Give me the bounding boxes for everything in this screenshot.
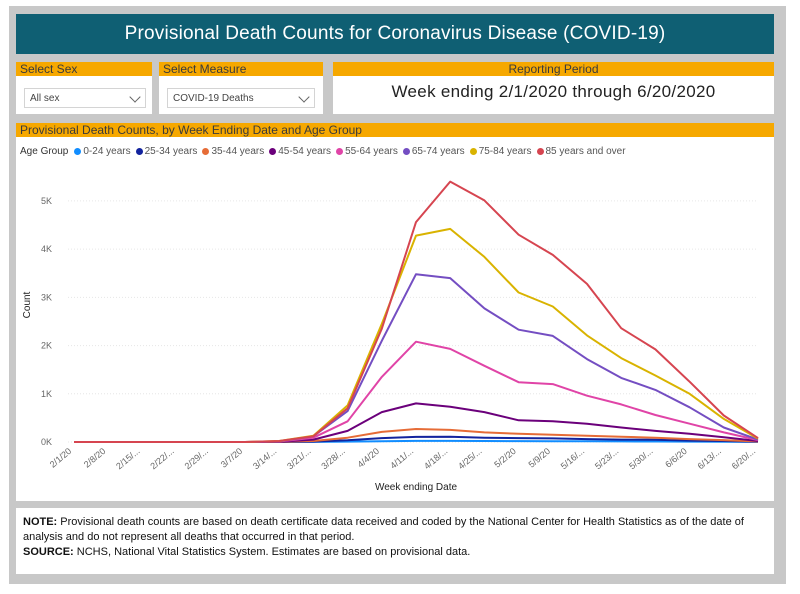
legend-title: Age Group [20,146,69,157]
source-label: SOURCE: [23,546,74,558]
legend-item[interactable]: 45-54 years [269,146,331,157]
sex-filter-label: Select Sex [16,62,152,76]
reporting-period-panel: Reporting Period Week ending 2/1/2020 th… [333,62,774,114]
legend-item[interactable]: 55-64 years [336,146,398,157]
legend-label: 0-24 years [83,146,131,157]
chart-panel-title: Provisional Death Counts, by Week Ending… [16,123,774,137]
legend-dot [536,148,544,155]
chart-legend: Age Group 0-24 years 25-34 years 35-44 yea… [20,146,631,157]
legend-dot [202,148,210,155]
legend-dot [74,148,82,155]
dashboard-title: Provisional Death Counts for Coronavirus… [16,14,774,54]
legend-label: 65-74 years [411,146,465,157]
legend-label: 35-44 years [211,146,265,157]
chevron-down-icon [129,91,141,103]
note-text: Provisional death counts are based on de… [23,516,744,543]
sex-dropdown[interactable]: All sex [24,88,146,108]
measure-filter-panel: Select Measure COVID-19 Deaths [159,62,323,114]
legend-dot [336,148,344,155]
source-paragraph: SOURCE: NCHS, National Vital Statistics … [23,545,767,560]
legend-dot [469,148,477,155]
measure-dropdown[interactable]: COVID-19 Deaths [167,88,315,108]
legend-dot [402,148,410,155]
footnote: NOTE: Provisional death counts are based… [16,508,774,574]
legend-label: 75-84 years [478,146,532,157]
legend-label: 25-34 years [144,146,198,157]
chevron-down-icon [298,91,310,103]
legend-dot [135,148,143,155]
legend-item[interactable]: 85 years and over [536,146,626,157]
note-label: NOTE: [23,516,58,528]
reporting-period-label: Reporting Period [333,62,774,76]
legend-label: 45-54 years [278,146,332,157]
legend-item[interactable]: 65-74 years [402,146,465,157]
legend-label: 55-64 years [345,146,398,157]
measure-filter-label: Select Measure [159,62,323,76]
note-paragraph: NOTE: Provisional death counts are based… [23,515,767,545]
chart-panel: Provisional Death Counts, by Week Ending… [16,123,774,501]
legend-item[interactable]: 35-44 years [202,146,264,157]
measure-dropdown-value: COVID-19 Deaths [173,93,254,104]
legend-label: 85 years and over [545,146,626,157]
reporting-period-value: Week ending 2/1/2020 through 6/20/2020 [391,82,716,101]
legend-dot [269,148,277,155]
sex-dropdown-value: All sex [30,93,60,104]
legend-item[interactable]: 75-84 years [469,146,532,157]
legend-item[interactable]: 0-24 years [74,146,131,157]
legend-item[interactable]: 25-34 years [135,146,198,157]
sex-filter-panel: Select Sex All sex [16,62,152,114]
source-text: NCHS, National Vital Statistics System. … [73,546,471,558]
